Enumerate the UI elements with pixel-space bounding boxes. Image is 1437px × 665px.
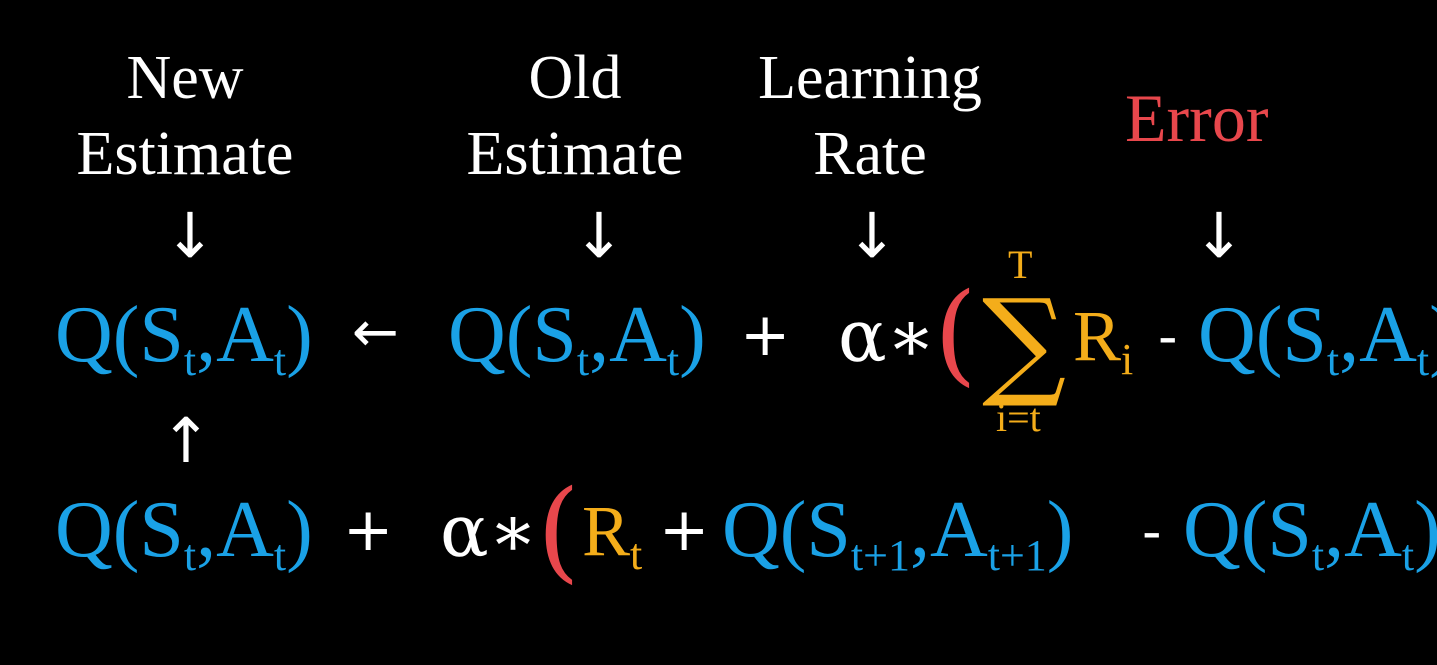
row1-open-paren: ( — [934, 269, 977, 397]
label-error: Error — [1125, 80, 1269, 156]
row2-alpha: α∗ — [440, 489, 538, 573]
row2-reward: Rt — [582, 491, 643, 579]
row2-plus: + — [343, 495, 394, 565]
assign-arrow: ← — [352, 300, 399, 365]
row2-next-q: Q(St+1,At+1) — [722, 486, 1074, 580]
summation-symbol: ∑ — [982, 273, 1067, 411]
label-learning-rate-line2: Rate — [813, 120, 927, 188]
label-old-estimate: Old Estimate — [460, 40, 690, 192]
label-learning-rate-line1: Learning — [758, 44, 982, 112]
arrow-down-error: ↓ — [1193, 199, 1245, 272]
label-new-estimate-line1: New — [126, 44, 244, 112]
row2-minus: - — [1142, 500, 1162, 563]
row2-open-paren: ( — [537, 466, 580, 594]
row1-plus: + — [740, 300, 791, 370]
arrow-down-old-estimate: ↓ — [573, 199, 625, 272]
label-old-estimate-line1: Old — [528, 44, 622, 112]
sum-lower-limit: i=t — [996, 395, 1041, 440]
sum-upper-limit: T — [1008, 242, 1033, 287]
row1-alpha: α∗ — [838, 294, 936, 378]
row1-new-q: Q(St,At) — [55, 291, 313, 385]
row1-reward: Ri — [1073, 296, 1134, 384]
label-new-estimate: New Estimate — [70, 40, 300, 192]
row2-q: Q(St,At) — [55, 486, 313, 580]
row2-plus2: + — [659, 495, 710, 565]
arrow-up: ↑ — [160, 404, 212, 477]
row1-current-q: Q(St,At) — [1198, 291, 1437, 385]
row1-old-q: Q(St,At) — [448, 291, 706, 385]
row2-current-q: Q(St,At) — [1183, 486, 1437, 580]
label-learning-rate: Learning Rate — [745, 40, 995, 192]
label-old-estimate-line2: Estimate — [466, 120, 684, 188]
arrow-down-new-estimate: ↓ — [164, 199, 216, 272]
arrow-down-learning-rate: ↓ — [846, 199, 898, 272]
row1-minus: - — [1158, 305, 1178, 368]
label-new-estimate-line2: Estimate — [76, 120, 294, 188]
